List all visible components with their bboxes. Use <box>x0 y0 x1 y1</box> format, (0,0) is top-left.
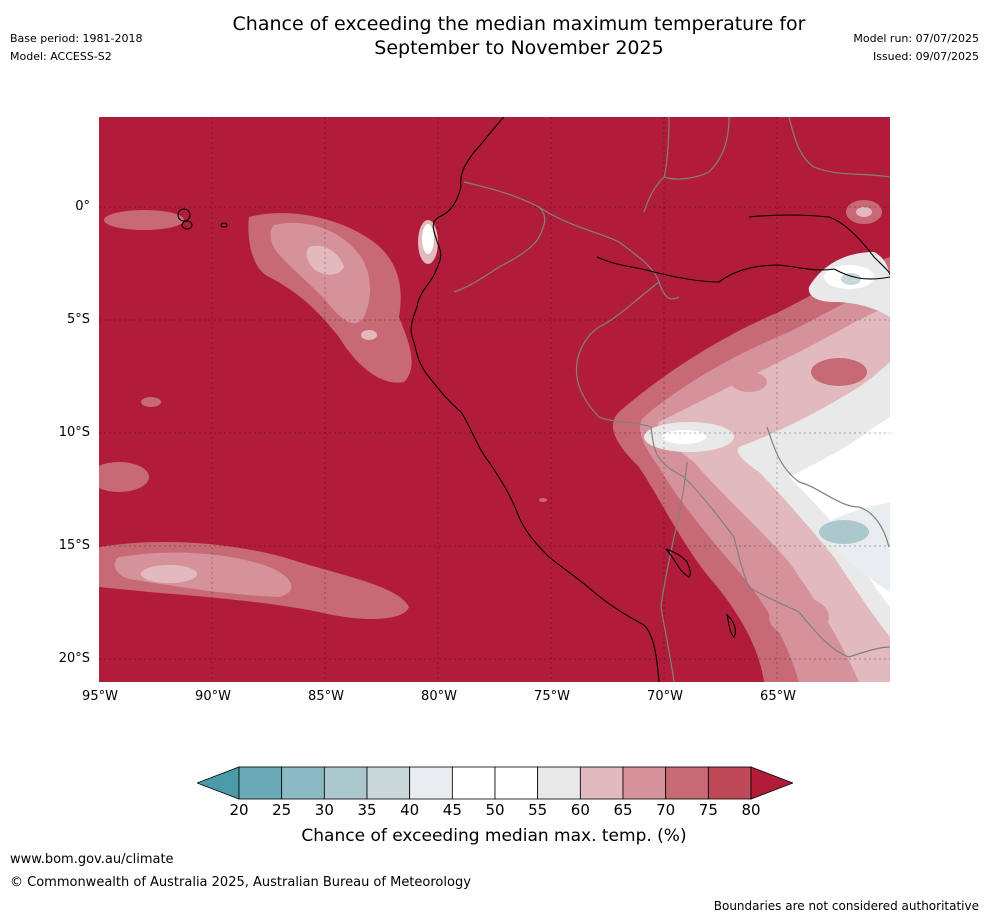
contour-amazon-35 <box>819 520 869 544</box>
coastlines <box>177 117 890 682</box>
contour-peru-50 <box>662 430 706 444</box>
contour-south-60 <box>141 565 197 583</box>
contour-small-2 <box>539 498 547 502</box>
colorbar-tick-label: 25 <box>272 801 292 819</box>
contour-small-1 <box>141 397 161 407</box>
map-panel <box>99 117 890 682</box>
colorbar-segment <box>451 766 496 800</box>
colorbar-segment <box>537 766 581 800</box>
colorbar-title: Chance of exceeding median max. temp. (%… <box>301 826 687 846</box>
footer-disclaimer: Boundaries are not considered authoritat… <box>713 899 979 913</box>
footer-copyright: © Commonwealth of Australia 2025, Austra… <box>10 875 471 890</box>
contour-amazon-60 <box>658 307 890 682</box>
contour-galapagos <box>104 210 184 230</box>
contour-pocket-3 <box>769 339 789 355</box>
meta-left: Base period: 1981-2018 Model: ACCESS-S2 <box>10 30 142 66</box>
colorbar-tick-label: 35 <box>357 801 377 819</box>
colorbar-tick-label: 75 <box>698 801 718 819</box>
colorbar-tick-label: 60 <box>570 801 590 819</box>
country-borders <box>453 117 890 682</box>
lat-tick-3: 15°S <box>58 538 90 553</box>
meta-right: Model run: 07/07/2025 Issued: 09/07/2025 <box>853 30 979 66</box>
map-title: Chance of exceeding the median maximum t… <box>194 12 844 60</box>
title-line-1: Chance of exceeding the median maximum t… <box>232 13 806 35</box>
lon-tick-6: 65°W <box>760 689 796 704</box>
contour-ecuador-65 <box>270 222 370 324</box>
lon-tick-4: 75°W <box>534 689 570 704</box>
colorbar-tick-label: 40 <box>400 801 420 819</box>
colorbar-segment <box>281 766 325 800</box>
lon-tick-2: 85°W <box>308 689 344 704</box>
contour-ecuador-60 <box>306 245 344 275</box>
colorbar-tick-label: 20 <box>229 801 249 819</box>
lat-tick-4: 20°S <box>58 651 90 666</box>
contour-ecuador-small <box>361 330 377 340</box>
lat-tick-1: 5°S <box>66 312 90 327</box>
contour-pocket-4 <box>769 597 829 637</box>
contour-south-65 <box>114 552 292 597</box>
colorbar-tick-label: 70 <box>656 801 676 819</box>
footer-url: www.bom.gov.au/climate <box>10 852 174 867</box>
model-run-text: Model run: 07/07/2025 <box>853 32 979 45</box>
colorbar-arrow-low <box>195 766 240 800</box>
model-text: Model: ACCESS-S2 <box>10 50 112 63</box>
colorbar-tick-label: 45 <box>442 801 462 819</box>
colorbar <box>195 766 795 800</box>
issued-text: Issued: 09/07/2025 <box>872 50 979 63</box>
colorbar-segment <box>665 766 709 800</box>
contour-west-edge <box>99 462 149 492</box>
colorbar-segment <box>366 766 411 800</box>
lon-tick-3: 80°W <box>421 689 457 704</box>
contour-pocket-1 <box>811 358 867 386</box>
contour-ne-small-inner <box>856 207 872 217</box>
lon-tick-1: 90°W <box>195 689 231 704</box>
title-line-2: September to November 2025 <box>374 37 664 59</box>
probability-map <box>99 117 890 682</box>
graticule <box>99 117 890 682</box>
contour-ne-40 <box>841 273 861 285</box>
contour-pocket-2 <box>731 372 767 392</box>
colorbar-segment <box>409 766 453 800</box>
colorbar-tick-label: 80 <box>741 801 761 819</box>
colorbar-tick-label: 30 <box>314 801 334 819</box>
colorbar-tick-label: 55 <box>528 801 548 819</box>
colorbar-segment <box>238 766 283 800</box>
lat-tick-2: 10°S <box>58 425 90 440</box>
colorbar-segment <box>579 766 624 800</box>
colorbar-svg <box>195 766 795 800</box>
colorbar-tick-label: 65 <box>613 801 633 819</box>
lon-tick-0: 95°W <box>82 689 118 704</box>
colorbar-segment <box>622 766 667 800</box>
lat-tick-0: 0° <box>75 199 90 214</box>
colorbar-segment <box>494 766 539 800</box>
colorbar-arrow-high <box>750 766 795 800</box>
base-period-text: Base period: 1981-2018 <box>10 32 143 45</box>
colorbar-tick-label: 50 <box>485 801 505 819</box>
lon-tick-5: 70°W <box>647 689 683 704</box>
colorbar-segment <box>707 766 752 800</box>
colorbar-segment <box>323 766 368 800</box>
contour-coastal-50 <box>422 224 434 254</box>
